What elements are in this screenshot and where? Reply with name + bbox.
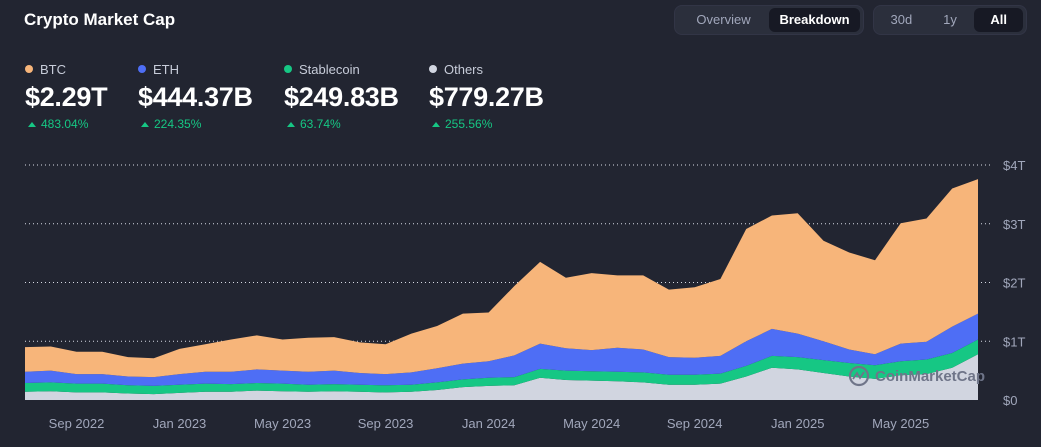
stat-value: $249.83B	[284, 82, 399, 112]
eth-legend-dot	[138, 65, 146, 73]
x-tick-label: May 2023	[254, 416, 311, 431]
stat-change: 224.35%	[154, 117, 202, 131]
range-30d-button[interactable]: 30d	[890, 12, 913, 27]
y-tick-label: $3T	[1003, 217, 1025, 232]
stat-change: 483.04%	[41, 117, 89, 131]
watermark-text: CoinMarketCap	[875, 368, 985, 385]
area-stablecoin	[25, 339, 978, 395]
stat-eth: ETH $444.37B 224.35%	[138, 60, 253, 131]
x-tick-label: Sep 2024	[667, 416, 723, 431]
x-tick-label: Jan 2023	[153, 416, 207, 431]
y-axis: $0 $1T $2T $3T $4T	[1003, 158, 1025, 408]
stablecoin-legend-dot	[284, 65, 292, 73]
stat-label: Others	[444, 61, 484, 77]
stat-label: BTC	[40, 61, 66, 77]
stat-label: ETH	[153, 61, 179, 77]
range-toggle: 30d 1y All	[873, 5, 1027, 35]
up-arrow-icon	[432, 121, 440, 127]
btc-legend-dot	[25, 65, 33, 73]
up-arrow-icon	[28, 121, 36, 127]
tab-breakdown[interactable]: Breakdown	[769, 8, 860, 32]
x-axis: Sep 2022 Jan 2023 May 2023 Sep 2023 Jan 2024…	[49, 416, 930, 431]
others-legend-dot	[429, 65, 437, 73]
view-toggle: Overview Breakdown	[674, 5, 864, 35]
area-btc	[25, 179, 978, 378]
page-title: Crypto Market Cap	[24, 10, 176, 29]
up-arrow-icon	[141, 121, 149, 127]
y-tick-label: $4T	[1003, 158, 1025, 173]
stat-label: Stablecoin	[299, 61, 360, 77]
x-tick-label: May 2025	[872, 416, 929, 431]
coinmarketcap-logo-mark	[852, 371, 865, 380]
stat-value: $444.37B	[138, 82, 253, 112]
range-1y-button[interactable]: 1y	[943, 12, 957, 27]
tab-overview[interactable]: Overview	[696, 12, 751, 27]
area-others	[25, 354, 978, 400]
x-tick-label: Jan 2024	[462, 416, 516, 431]
stat-value: $779.27B	[429, 82, 544, 112]
x-tick-label: Jan 2025	[771, 416, 825, 431]
x-tick-label: Sep 2022	[49, 416, 105, 431]
y-tick-label: $2T	[1003, 276, 1025, 291]
x-tick-label: Sep 2023	[358, 416, 414, 431]
stat-value: $2.29T	[25, 82, 108, 112]
stat-btc: BTC $2.29T 483.04%	[25, 60, 108, 131]
y-tick-label: $0	[1003, 393, 1017, 408]
stat-others: Others $779.27B 255.56%	[429, 60, 544, 131]
area-eth	[25, 313, 978, 386]
y-tick-label: $1T	[1003, 334, 1025, 349]
coinmarketcap-watermark: CoinMarketCap	[848, 365, 985, 387]
stat-stablecoin: Stablecoin $249.83B 63.74%	[284, 60, 399, 131]
range-all-button[interactable]: All	[974, 8, 1024, 32]
stat-change: 255.56%	[445, 117, 493, 131]
stat-change: 63.74%	[300, 117, 341, 131]
x-tick-label: May 2024	[563, 416, 620, 431]
chart-areas	[25, 179, 978, 400]
up-arrow-icon	[287, 121, 295, 127]
coinmarketcap-logo-icon	[848, 365, 870, 387]
